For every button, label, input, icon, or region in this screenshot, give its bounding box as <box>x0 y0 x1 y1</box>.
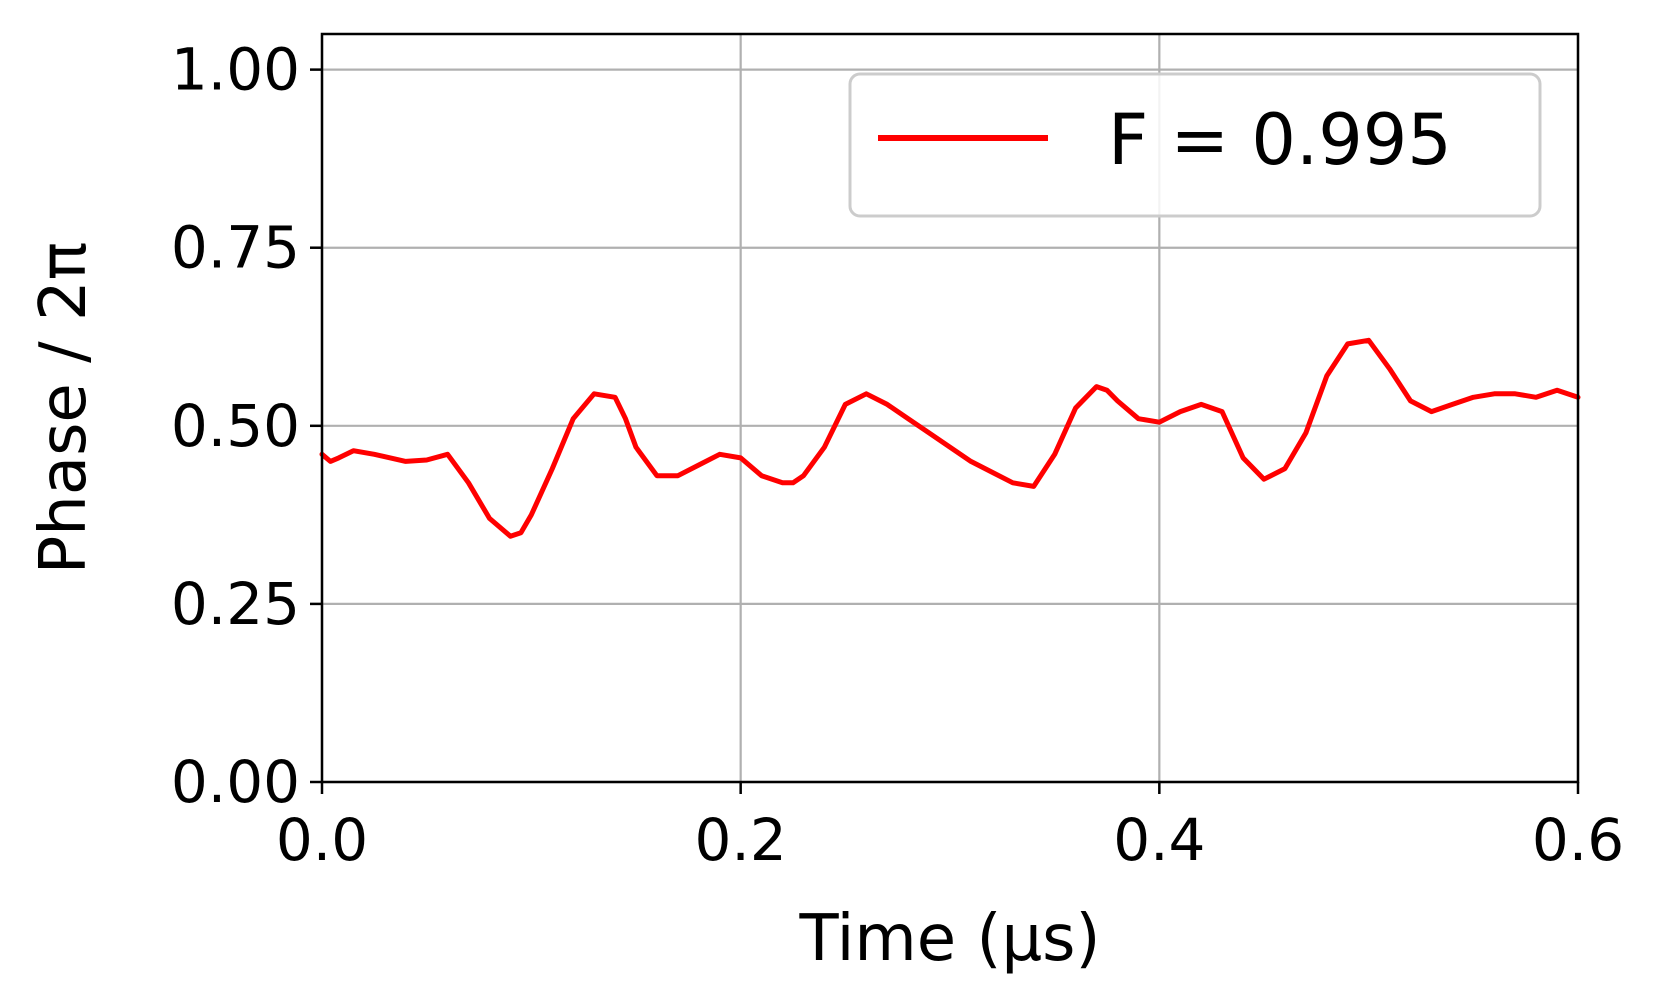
x-tick-label-1: 0.2 <box>695 806 787 874</box>
legend: F = 0.995 <box>848 72 1542 218</box>
legend-box <box>848 72 1542 218</box>
y-tick-label-0: 0.00 <box>171 748 300 816</box>
x-tick-label-0: 0.0 <box>276 806 368 874</box>
series-layer <box>319 337 1581 539</box>
y-axis-label: Phase / 2π <box>27 242 101 575</box>
plot-area-frame <box>320 32 1580 784</box>
y-tick-label-1: 0.25 <box>171 570 300 638</box>
x-axis-label: Time (μs) <box>799 902 1101 976</box>
y-tick-label-3: 0.75 <box>171 214 300 282</box>
series-line-0 <box>319 337 1581 539</box>
x-tick-label-3: 0.6 <box>1532 806 1624 874</box>
axis-ticks: 0.0 0.2 0.4 0.6 0.00 0.25 0.50 0.75 1.00 <box>171 36 1624 874</box>
y-tick-label-4: 1.00 <box>171 36 300 104</box>
y-tick-label-2: 0.50 <box>171 392 300 460</box>
legend-label: F = 0.995 <box>1108 99 1452 181</box>
x-tick-label-2: 0.4 <box>1113 806 1205 874</box>
